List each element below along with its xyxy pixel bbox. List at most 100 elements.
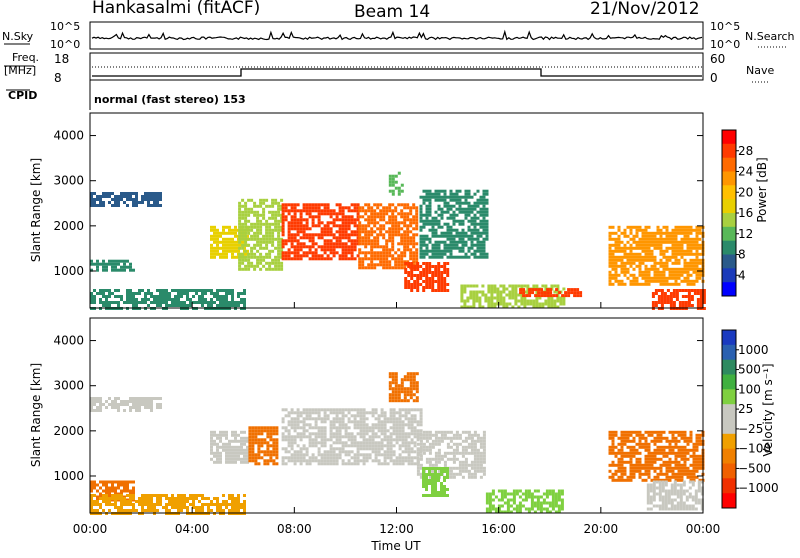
- velocity-cell: [126, 487, 129, 490]
- velocity-cell: [345, 423, 348, 426]
- velocity-cell: [531, 499, 534, 502]
- velocity-cell: [248, 441, 251, 444]
- power-cell: [612, 256, 615, 259]
- power-cell: [699, 232, 702, 235]
- velocity-cell: [345, 462, 348, 465]
- velocity-cell: [474, 464, 477, 467]
- velocity-cell: [123, 503, 126, 506]
- power-cell: [615, 238, 618, 241]
- power-cell: [675, 226, 678, 229]
- velocity-cell: [696, 458, 699, 461]
- power-cell: [389, 184, 392, 187]
- power-cell: [250, 199, 253, 202]
- cpid-label: CPID: [8, 89, 37, 102]
- power-cell: [609, 238, 612, 241]
- power-cell: [684, 241, 687, 244]
- velocity-cell: [633, 446, 636, 449]
- power-cell: [309, 227, 312, 230]
- velocity-cell: [399, 414, 402, 417]
- velocity-cell: [402, 459, 405, 462]
- velocity-cell: [630, 431, 633, 434]
- power-cell: [303, 236, 306, 239]
- velocity-cell: [444, 461, 447, 464]
- velocity-cell: [213, 431, 216, 434]
- power-cell: [502, 300, 505, 303]
- velocity-cell: [387, 441, 390, 444]
- velocity-cell: [102, 403, 105, 406]
- power-cell: [450, 214, 453, 217]
- velocity-cell: [410, 384, 413, 387]
- power-cell: [256, 217, 259, 220]
- power-cell: [231, 238, 234, 241]
- power-cell: [373, 221, 376, 224]
- power-cell: [675, 250, 678, 253]
- velocity-cell: [627, 455, 630, 458]
- power-cell: [253, 232, 256, 235]
- power-cell: [391, 248, 394, 251]
- velocity-cell: [222, 431, 225, 434]
- power-cell: [678, 244, 681, 247]
- power-cell: [437, 271, 440, 274]
- power-cell: [379, 233, 382, 236]
- velocity-cell: [381, 411, 384, 414]
- power-cell: [688, 304, 691, 307]
- power-cell: [339, 224, 342, 227]
- power-cell: [250, 256, 253, 259]
- power-cell: [693, 259, 696, 262]
- power-cell: [472, 303, 475, 306]
- power-cell: [241, 235, 244, 238]
- velocity-cell: [129, 500, 132, 503]
- power-cell: [428, 286, 431, 289]
- velocity-cell: [396, 420, 399, 423]
- power-cell: [309, 245, 312, 248]
- velocity-cell: [318, 459, 321, 462]
- power-cell: [675, 232, 678, 235]
- velocity-cell: [660, 473, 663, 476]
- power-cell: [666, 277, 669, 280]
- power-cell: [675, 262, 678, 265]
- power-cell: [114, 269, 117, 272]
- power-cell: [382, 212, 385, 215]
- power-cell: [444, 235, 447, 238]
- velocity-cell: [675, 437, 678, 440]
- power-cell: [428, 265, 431, 268]
- power-cell: [423, 244, 426, 247]
- power-cell: [382, 236, 385, 239]
- velocity-cell: [669, 470, 672, 473]
- velocity-cell: [348, 462, 351, 465]
- velocity-cell: [387, 453, 390, 456]
- power-cell: [700, 304, 703, 307]
- velocity-cell: [384, 456, 387, 459]
- velocity-cell: [435, 458, 438, 461]
- velocity-cell: [624, 461, 627, 464]
- velocity-cell: [354, 456, 357, 459]
- velocity-cell: [693, 449, 696, 452]
- velocity-cell: [387, 450, 390, 453]
- power-cell: [406, 245, 409, 248]
- power-cell: [561, 294, 564, 297]
- power-cell: [678, 262, 681, 265]
- power-cell: [376, 254, 379, 257]
- power-cell: [426, 253, 429, 256]
- power-cell: [321, 245, 324, 248]
- power-cell: [615, 268, 618, 271]
- power-cell: [419, 271, 422, 274]
- velocity-cell: [684, 455, 687, 458]
- power-cell: [99, 195, 102, 198]
- velocity-cell: [465, 461, 468, 464]
- power-cell: [450, 250, 453, 253]
- power-cell: [288, 257, 291, 260]
- power-cell: [639, 244, 642, 247]
- power-cell: [440, 265, 443, 268]
- velocity-cell: [99, 406, 102, 409]
- velocity-cell: [324, 441, 327, 444]
- power-cell: [675, 247, 678, 250]
- velocity-cell: [633, 449, 636, 452]
- velocity-cell: [360, 441, 363, 444]
- velocity-cell: [285, 435, 288, 438]
- velocity-cell: [414, 420, 417, 423]
- velocity-cell: [609, 434, 612, 437]
- velocity-cell: [237, 503, 240, 506]
- velocity-cell: [645, 431, 648, 434]
- power-cell: [567, 288, 570, 291]
